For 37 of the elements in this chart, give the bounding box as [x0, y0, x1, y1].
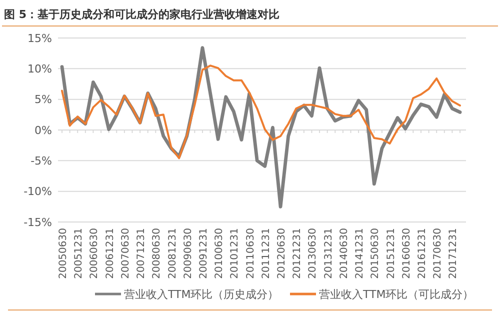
x-tick-label: 20100630 — [214, 228, 226, 279]
y-tick-label: -15% — [24, 216, 52, 229]
legend-label: 营业收入TTM环比（可比成分） — [319, 288, 474, 301]
x-tick-label: 20141231 — [354, 228, 366, 279]
x-tick-label: 20081231 — [167, 228, 178, 279]
legend-label: 营业收入TTM环比（历史成分） — [124, 288, 279, 301]
x-tick-label: 20110630 — [245, 228, 256, 279]
x-tick-label: 20160630 — [401, 228, 412, 279]
x-tick-label: 20050630 — [58, 228, 69, 279]
line-series — [61, 64, 461, 160]
y-tick-label: 10% — [28, 62, 52, 76]
x-tick-label: 20161231 — [416, 228, 428, 279]
x-tick-label: 20101231 — [230, 228, 241, 279]
x-tick-label: 20051231 — [74, 228, 85, 279]
y-tick-label: 0% — [34, 124, 52, 137]
x-tick-label: 20070630 — [120, 228, 132, 279]
chart-title: 图 5：基于历史成分和可比成分的家电行业营收增速对比 — [4, 8, 280, 21]
x-tick-label: 20120630 — [276, 228, 288, 279]
x-tick-label: 20171231 — [448, 228, 460, 279]
y-tick-label: -10% — [24, 185, 52, 198]
y-tick-label: 15% — [28, 32, 52, 45]
x-tick-label: 20060630 — [89, 228, 100, 279]
x-tick-label: 20170630 — [432, 228, 444, 279]
x-tick-label: 20121231 — [292, 228, 304, 279]
x-tick-label: 20090630 — [182, 228, 194, 279]
x-tick-label: 20131231 — [323, 228, 334, 279]
x-tick-label: 20071231 — [136, 228, 148, 279]
x-tick-label: 20150630 — [370, 228, 382, 279]
x-tick-label: 20140630 — [338, 228, 350, 279]
x-tick-label: 20061231 — [104, 228, 116, 279]
x-tick-label: 20111231 — [260, 228, 272, 279]
y-tick-label: 5% — [34, 93, 52, 106]
x-tick-label: 20151231 — [386, 228, 397, 279]
x-tick-label: 20130630 — [308, 228, 319, 279]
y-tick-label: -5% — [30, 154, 52, 168]
x-tick-label: 20091231 — [198, 228, 210, 279]
x-tick-label: 20080630 — [152, 228, 163, 279]
